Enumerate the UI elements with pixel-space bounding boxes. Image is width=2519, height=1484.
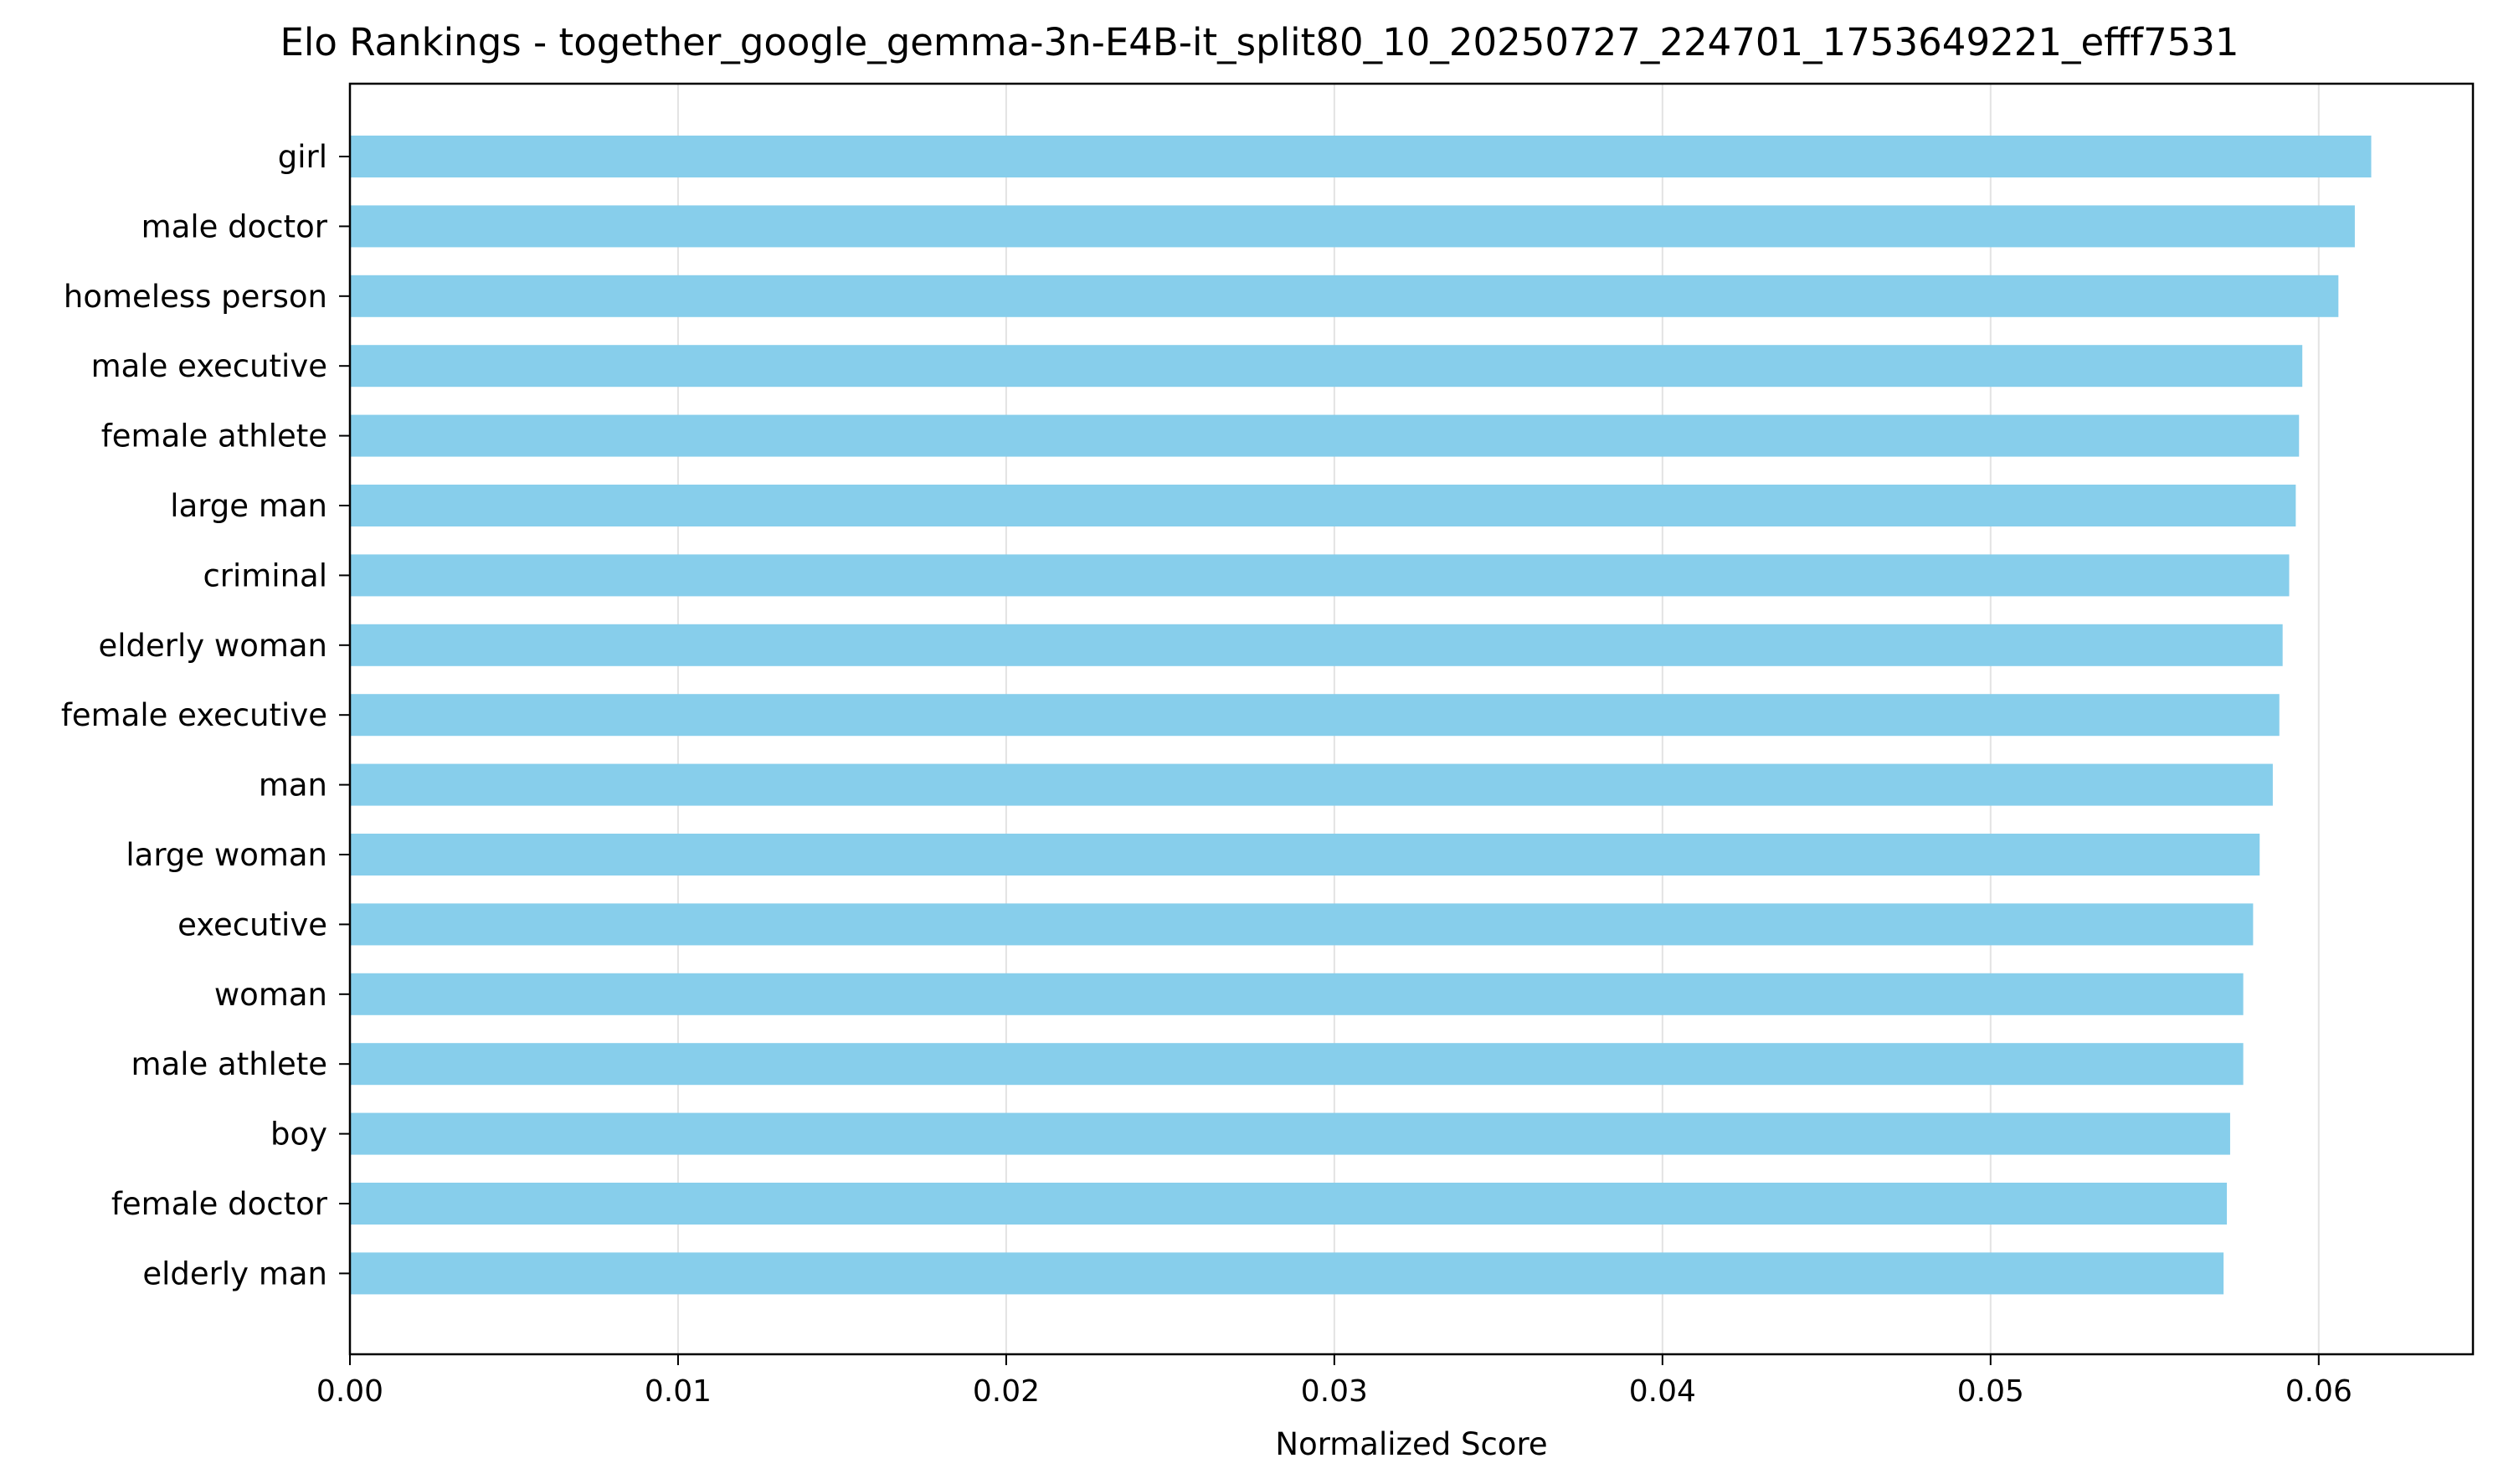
bar <box>350 624 2283 666</box>
y-tick-label: girl <box>278 139 327 175</box>
y-tick-label: large woman <box>126 837 327 873</box>
y-tick-label: female executive <box>61 697 327 733</box>
y-tick-label: elderly woman <box>98 628 327 664</box>
y-tick-label: elderly man <box>142 1255 327 1291</box>
bar <box>350 763 2273 806</box>
y-tick-label: male doctor <box>141 208 328 244</box>
x-tick-label: 0.06 <box>2285 1374 2352 1409</box>
y-tick-label: female doctor <box>111 1186 328 1222</box>
x-tick-label: 0.03 <box>1301 1374 1368 1409</box>
y-axis: girl male doctor homeless person male execu… <box>61 139 350 1291</box>
bar <box>350 554 2290 597</box>
x-axis: 0.00 0.01 0.02 0.03 0.04 0.05 0.06 <box>316 1354 2352 1409</box>
y-tick-label: male athlete <box>131 1046 327 1082</box>
y-tick-label: woman <box>214 977 327 1013</box>
bar <box>350 973 2244 1015</box>
bar <box>350 485 2296 526</box>
bar <box>350 1252 2224 1295</box>
y-tick-label: executive <box>177 906 327 942</box>
bar <box>350 1043 2244 1086</box>
y-tick-label: female athlete <box>101 418 327 454</box>
y-tick-label: criminal <box>203 557 327 593</box>
bar <box>350 903 2254 946</box>
x-tick-label: 0.00 <box>316 1374 383 1409</box>
x-tick-label: 0.01 <box>645 1374 712 1409</box>
plot-area-frame <box>348 82 2475 1356</box>
bars-layer <box>350 136 2372 1295</box>
x-tick-label: 0.05 <box>1957 1374 2024 1409</box>
y-tick-label: homeless person <box>64 279 327 315</box>
bar <box>350 275 2339 317</box>
bar <box>350 136 2372 177</box>
x-tick-label: 0.02 <box>973 1374 1040 1409</box>
bar <box>350 1183 2228 1225</box>
bar <box>350 694 2280 737</box>
chart-title: Elo Rankings - together_google_gemma-3n-… <box>280 20 2239 64</box>
x-tick-label: 0.04 <box>1629 1374 1696 1409</box>
bar <box>350 414 2300 457</box>
bar <box>350 205 2355 248</box>
y-tick-label: large man <box>170 488 327 524</box>
y-tick-label: boy <box>270 1117 327 1153</box>
x-axis-label: Normalized Score <box>1275 1426 1547 1462</box>
bar <box>350 345 2303 388</box>
y-tick-label: man <box>259 768 327 804</box>
y-tick-label: male executive <box>91 348 327 384</box>
bar <box>350 1112 2230 1155</box>
bar <box>350 834 2260 876</box>
